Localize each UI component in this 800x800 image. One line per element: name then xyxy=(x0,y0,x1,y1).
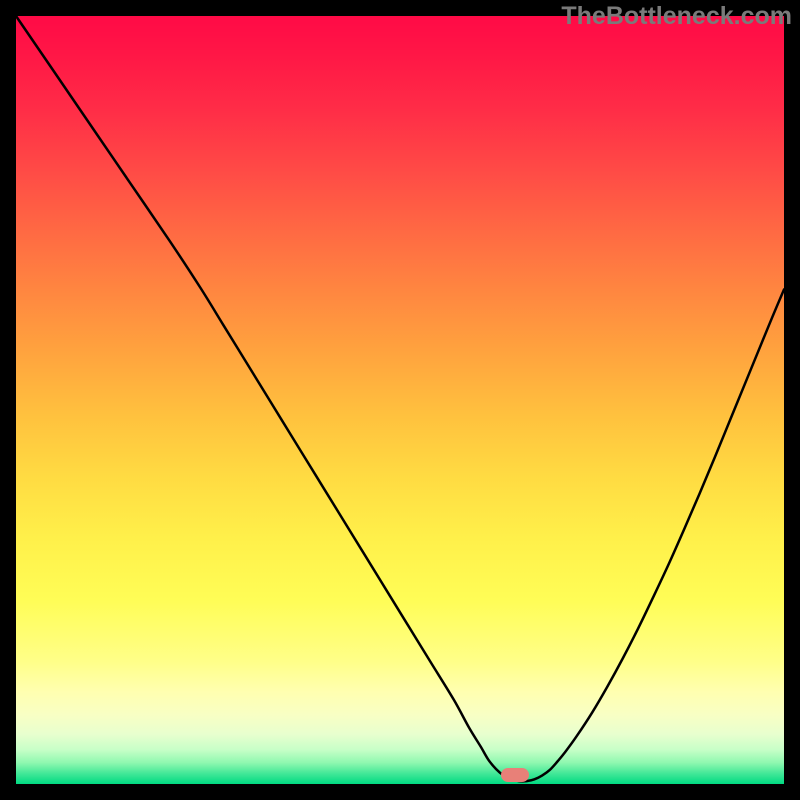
gradient-plot-area xyxy=(16,16,784,784)
chart-container: TheBottleneck.com xyxy=(0,0,800,800)
watermark-label: TheBottleneck.com xyxy=(561,2,792,31)
optimum-marker xyxy=(501,768,529,782)
